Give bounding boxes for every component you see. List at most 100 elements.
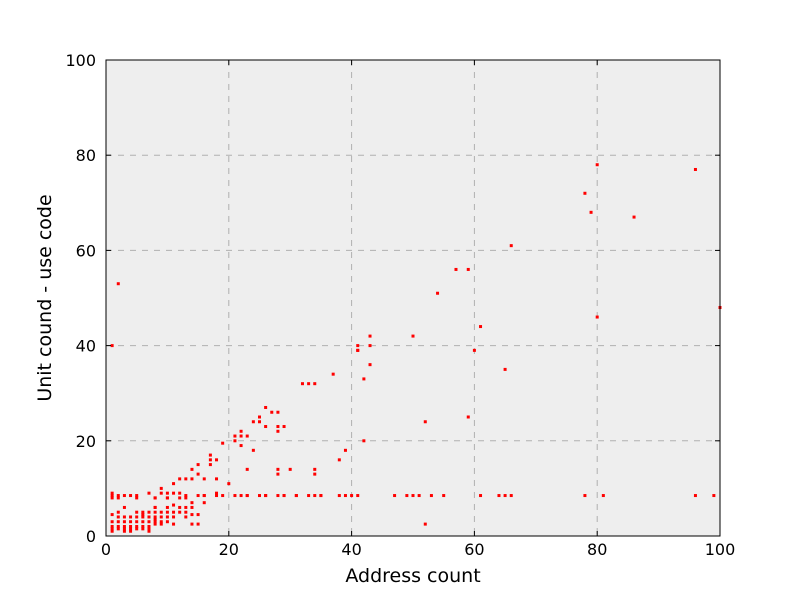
scatter-point — [233, 434, 237, 438]
scatter-point — [245, 434, 249, 438]
scatter-point — [178, 510, 182, 514]
scatter-point — [313, 472, 317, 476]
scatter-point — [116, 494, 120, 498]
x-tick-label: 100 — [705, 540, 736, 559]
scatter-point — [129, 520, 133, 524]
scatter-point — [196, 513, 200, 517]
scatter-point — [135, 510, 139, 514]
scatter-point — [393, 494, 397, 498]
y-axis-label: Unit cound - use code — [34, 194, 56, 401]
scatter-point — [190, 477, 194, 481]
scatter-point — [165, 505, 169, 509]
scatter-point — [276, 425, 280, 429]
scatter-point — [350, 494, 354, 498]
scatter-point — [497, 494, 501, 498]
scatter-point — [368, 334, 372, 338]
scatter-point — [110, 524, 114, 528]
scatter-point — [190, 501, 194, 505]
scatter-point — [208, 458, 212, 462]
scatter-point — [221, 441, 225, 445]
x-tick-label: 0 — [101, 540, 111, 559]
scatter-point — [712, 494, 716, 498]
scatter-point — [436, 291, 440, 295]
scatter-point — [147, 515, 151, 519]
scatter-point — [165, 496, 169, 500]
scatter-point — [479, 494, 483, 498]
y-tick-label: 0 — [86, 527, 96, 546]
scatter-point — [129, 494, 133, 498]
scatter-point — [159, 486, 163, 490]
scatter-point — [122, 515, 126, 519]
scatter-point — [251, 420, 255, 424]
scatter-point — [202, 501, 206, 505]
scatter-point — [122, 529, 126, 533]
y-tick-label: 100 — [65, 51, 96, 70]
scatter-point — [129, 524, 133, 528]
scatter-point — [135, 496, 139, 500]
scatter-point — [196, 494, 200, 498]
scatter-point — [159, 520, 163, 524]
scatter-point — [110, 494, 114, 498]
scatter-point — [294, 494, 298, 498]
scatter-point — [122, 505, 126, 509]
scatter-point — [239, 429, 243, 433]
scatter-point — [264, 494, 268, 498]
scatter-point — [307, 382, 311, 386]
scatter-point — [153, 520, 157, 524]
scatter-point — [178, 505, 182, 509]
scatter-point — [245, 494, 249, 498]
scatter-point — [172, 491, 176, 495]
scatter-point — [178, 496, 182, 500]
scatter-point — [159, 515, 163, 519]
x-tick-label: 20 — [219, 540, 239, 559]
scatter-point — [343, 494, 347, 498]
scatter-point — [239, 444, 243, 448]
scatter-point — [276, 410, 280, 414]
scatter-point — [110, 527, 114, 531]
scatter-point — [129, 515, 133, 519]
scatter-point — [116, 510, 120, 514]
scatter-point — [300, 382, 304, 386]
scatter-point — [153, 517, 157, 521]
scatter-point — [196, 472, 200, 476]
scatter-point — [196, 463, 200, 467]
plot-area — [106, 60, 720, 536]
scatter-point — [258, 415, 261, 419]
scatter-point — [411, 334, 415, 338]
scatter-point — [313, 382, 317, 386]
scatter-point — [215, 491, 219, 495]
scatter-point — [116, 520, 120, 524]
scatter-point — [356, 494, 360, 498]
scatter-point — [362, 377, 366, 381]
scatter-point — [276, 429, 280, 433]
scatter-point — [178, 477, 182, 481]
scatter-point — [276, 494, 280, 498]
scatter-point — [178, 491, 182, 495]
scatter-point — [116, 515, 120, 519]
scatter-point — [184, 515, 188, 519]
scatter-point — [147, 520, 151, 524]
scatter-point — [509, 494, 513, 498]
scatter-point — [313, 494, 317, 498]
scatter-point — [693, 494, 697, 498]
scatter-point — [233, 439, 237, 443]
scatter-point — [147, 510, 151, 514]
scatter-point — [110, 491, 114, 495]
scatter-point — [122, 527, 126, 531]
scatter-point — [135, 524, 139, 528]
scatter-point — [208, 463, 212, 467]
axis-ticks: 0 20 40 60 80 100 0 20 40 60 80 100 — [65, 51, 735, 559]
scatter-point — [141, 520, 145, 524]
scatter-point — [122, 494, 126, 498]
scatter-point — [215, 458, 219, 462]
scatter-point — [110, 520, 114, 524]
scatter-point — [165, 520, 169, 524]
scatter-point — [258, 420, 261, 424]
scatter-point — [509, 244, 513, 248]
scatter-point — [245, 467, 249, 471]
scatter-point — [184, 505, 188, 509]
scatter-point — [429, 494, 433, 498]
scatter-point — [202, 494, 206, 498]
scatter-point — [129, 527, 133, 531]
